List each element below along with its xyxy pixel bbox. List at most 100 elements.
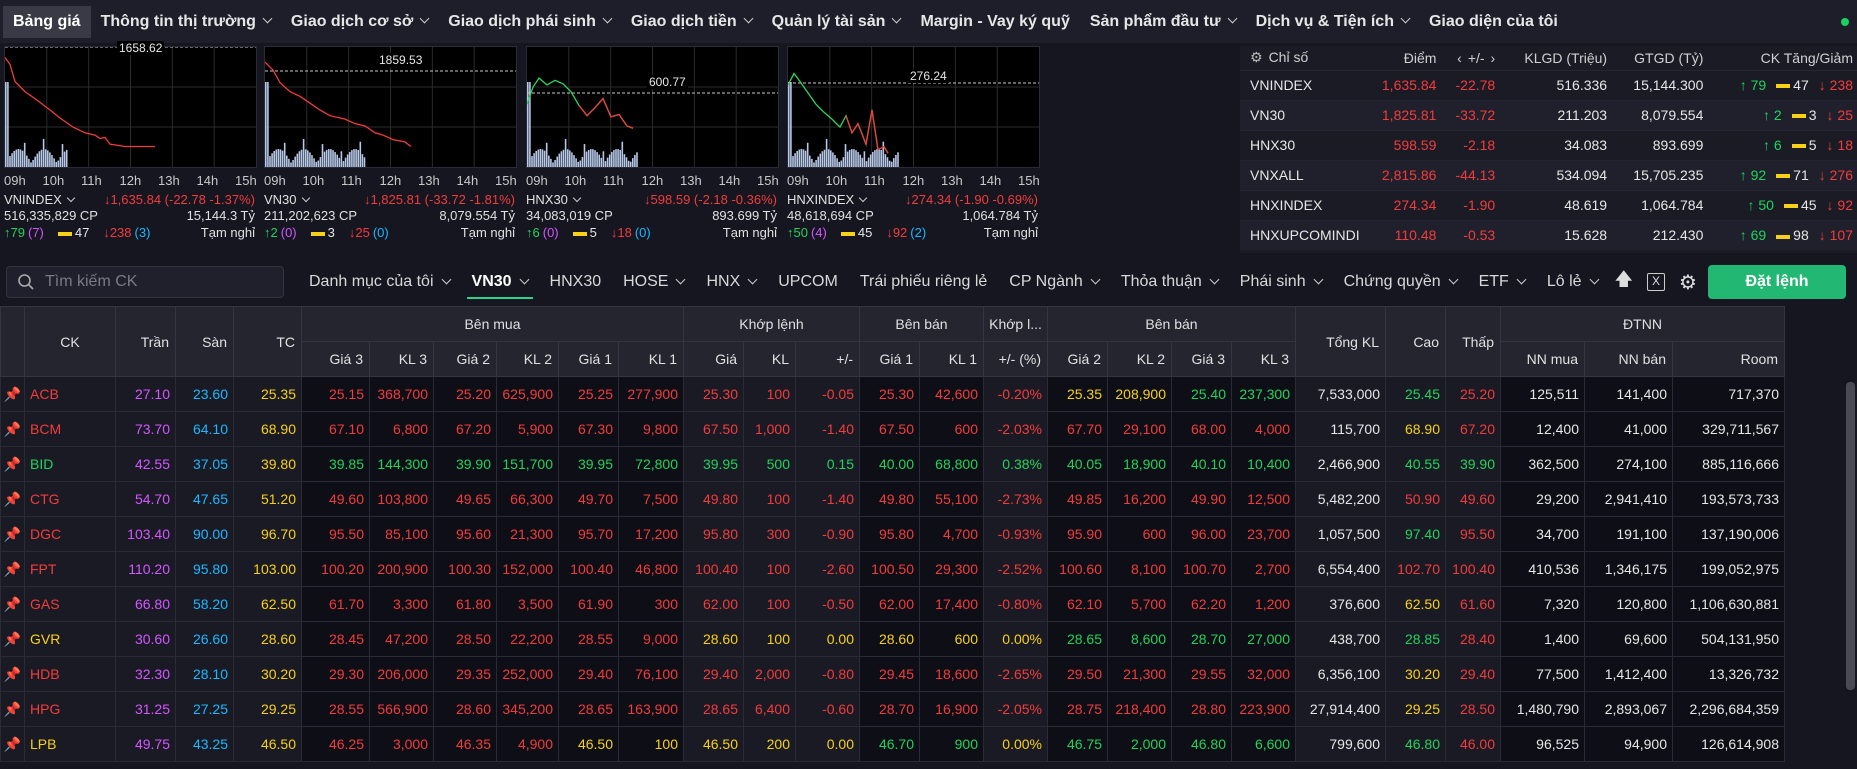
pin-icon[interactable]: 📌 xyxy=(0,726,25,762)
header-ceil[interactable]: Trần xyxy=(115,306,176,377)
sub-header[interactable]: Giá 2 xyxy=(433,341,497,377)
col-index-name[interactable]: ⚙ Chỉ số xyxy=(1250,49,1309,66)
index-row[interactable]: VN30 1,825.81 -33.72 211.203 8,079.554 ↑ 2 3 ↓ … xyxy=(1240,99,1857,130)
index-name[interactable]: VN30 xyxy=(264,192,310,207)
nav-item-9[interactable]: Giao diện của tôi xyxy=(1419,6,1568,38)
index-row[interactable]: VNINDEX 1,635.84 -22.78 516.336 15,144.300 ↑ … xyxy=(1240,69,1857,100)
tab-chứng-quyền[interactable]: Chứng quyền xyxy=(1333,257,1468,307)
search-box[interactable] xyxy=(6,266,284,298)
mini-chart-hnx30[interactable]: 600.77 09h 10h 11h 12h 13h 14h 15h HNX30 ↓598.59 … xyxy=(526,46,779,253)
index-row[interactable]: HNXINDEX 274.34 -1.90 48.619 1,064.784 ↑ 50 45… xyxy=(1240,189,1857,220)
tab-phái-sinh[interactable]: Phái sinh xyxy=(1229,257,1333,307)
nav-item-3[interactable]: Giao dịch phái sinh xyxy=(438,6,621,38)
vertical-scrollbar[interactable] xyxy=(1846,382,1855,690)
nav-item-0[interactable]: Bảng giá xyxy=(3,5,91,38)
sub-header[interactable]: Giá 1 xyxy=(558,341,619,377)
sub-header[interactable]: KL 1 xyxy=(919,341,984,377)
header-high[interactable]: Cao xyxy=(1385,306,1446,377)
cell-sym[interactable]: BID xyxy=(24,446,116,482)
nav-item-4[interactable]: Giao dịch tiền xyxy=(621,6,762,38)
header-total-volume[interactable]: Tổng KL xyxy=(1295,306,1386,377)
nav-item-6[interactable]: Margin - Vay ký quỹ xyxy=(910,6,1079,38)
excel-export-icon[interactable]: X xyxy=(1647,273,1666,291)
mini-chart-vn30[interactable]: 1859.53 09h 10h 11h 12h 13h 14h 15h VN30 ↓1,825.8… xyxy=(264,46,517,253)
board-row-fpt[interactable]: 📌 FPT 110.20 95.80 103.00 100.20 200,900 100.30… xyxy=(0,551,1785,587)
board-row-acb[interactable]: 📌 ACB 27.10 23.60 25.35 25.15 368,700 25.20 625,… xyxy=(0,376,1785,412)
cell-sym[interactable]: ACB xyxy=(24,376,116,412)
header-low[interactable]: Thấp xyxy=(1445,306,1501,377)
board-row-gvr[interactable]: 📌 GVR 30.60 26.60 28.60 28.45 47,200 28.50 22,20… xyxy=(0,621,1785,657)
tab-hose[interactable]: HOSE xyxy=(612,257,695,307)
cell-sym[interactable]: HPG xyxy=(24,691,116,727)
nav-item-7[interactable]: Sản phẩm đầu tư xyxy=(1080,6,1246,38)
board-row-bid[interactable]: 📌 BID 42.55 37.05 39.80 39.85 144,300 39.90 151,… xyxy=(0,446,1785,482)
cell-sym[interactable]: FPT xyxy=(24,551,116,587)
nav-item-1[interactable]: Thông tin thị trường xyxy=(91,6,281,38)
board-row-lpb[interactable]: 📌 LPB 49.75 43.25 46.50 46.25 3,000 46.35 4,900 4… xyxy=(0,726,1785,762)
pin-icon[interactable]: 📌 xyxy=(0,551,25,587)
cell-sym[interactable]: HDB xyxy=(24,656,116,692)
tab-trái-phiếu-riêng-lẻ[interactable]: Trái phiếu riêng lẻ xyxy=(849,257,998,307)
sub-header[interactable]: +/- (%) xyxy=(983,341,1048,377)
sub-header[interactable]: Giá 3 xyxy=(301,341,370,377)
pin-icon[interactable]: 📌 xyxy=(0,481,25,517)
cell-sym[interactable]: GVR xyxy=(24,621,116,657)
sub-header[interactable]: Giá 3 xyxy=(1171,341,1232,377)
nav-item-5[interactable]: Quản lý tài sản xyxy=(762,6,911,38)
sub-header[interactable]: +/- xyxy=(795,341,860,377)
tab-lô-lẻ[interactable]: Lô lẻ xyxy=(1536,257,1609,307)
board-row-dgc[interactable]: 📌 DGC 103.40 90.00 96.70 95.50 85,100 95.60 21,3… xyxy=(0,516,1785,552)
sub-header[interactable]: Giá xyxy=(683,341,744,377)
sub-header[interactable]: NN bán xyxy=(1584,341,1673,377)
cell-sym[interactable]: LPB xyxy=(24,726,116,762)
sub-header[interactable]: KL xyxy=(743,341,796,377)
header-ref[interactable]: TC xyxy=(233,306,302,377)
tab-etf[interactable]: ETF xyxy=(1468,257,1536,307)
tab-hnx30[interactable]: HNX30 xyxy=(539,257,613,307)
board-row-hpg[interactable]: 📌 HPG 31.25 27.25 29.25 28.55 566,900 28.60 345,… xyxy=(0,691,1785,727)
sub-header[interactable]: KL 3 xyxy=(369,341,434,377)
mini-chart-vnindex[interactable]: 1658.62 09h 10h 11h 12h 13h 14h 15h VNINDEX ↓1,63… xyxy=(4,41,257,253)
sub-header[interactable]: Giá 2 xyxy=(1047,341,1108,377)
sub-header[interactable]: KL 1 xyxy=(618,341,684,377)
pin-icon[interactable]: 📌 xyxy=(0,621,25,657)
chevron-left-icon[interactable]: ‹ xyxy=(1457,49,1462,66)
pin-icon[interactable]: 📌 xyxy=(0,411,25,447)
gear-icon[interactable]: ⚙ xyxy=(1250,49,1263,66)
index-name[interactable]: VNINDEX xyxy=(4,192,76,207)
sub-header[interactable]: Giá 1 xyxy=(859,341,920,377)
tab-upcom[interactable]: UPCOM xyxy=(767,257,849,307)
index-row[interactable]: VNXALL 2,815.86 -44.13 534.094 15,705.235 ↑ 9… xyxy=(1240,159,1857,190)
pin-icon[interactable]: 📌 xyxy=(0,376,25,412)
tab-danh-mục-của-tôi[interactable]: Danh mục của tôi xyxy=(298,257,461,307)
mini-chart-hnxindex[interactable]: 276.24 09h 10h 11h 12h 13h 14h 15h HNXINDEX ↓274.… xyxy=(787,46,1040,253)
cell-sym[interactable]: CTG xyxy=(24,481,116,517)
arrow-up-icon[interactable]: 🡅 xyxy=(1614,269,1634,289)
cell-sym[interactable]: BCM xyxy=(24,411,116,447)
index-row[interactable]: HNXUPCOMINDI 110.48 -0.53 15.628 212.430 ↑ 69… xyxy=(1240,219,1857,250)
sub-header[interactable]: NN mua xyxy=(1500,341,1585,377)
pin-icon[interactable]: 📌 xyxy=(0,586,25,622)
nav-item-8[interactable]: Dịch vụ & Tiện ích xyxy=(1246,6,1419,38)
index-name[interactable]: HNXINDEX xyxy=(787,192,868,207)
pin-icon[interactable]: 📌 xyxy=(0,446,25,482)
cell-sym[interactable]: GAS xyxy=(24,586,116,622)
pin-icon[interactable]: 📌 xyxy=(0,516,25,552)
search-input[interactable] xyxy=(45,273,265,291)
tab-hnx[interactable]: HNX xyxy=(695,257,767,307)
tab-thỏa-thuận[interactable]: Thỏa thuận xyxy=(1110,257,1229,307)
tab-vn30[interactable]: VN30 xyxy=(461,257,539,307)
settings-gear-icon[interactable]: ⚙ xyxy=(1679,271,1697,294)
cell-sym[interactable]: DGC xyxy=(24,516,116,552)
chevron-right-icon[interactable]: › xyxy=(1490,49,1496,66)
header-floor[interactable]: Sàn xyxy=(175,306,234,377)
col-change[interactable]: ‹ +/- › xyxy=(1457,49,1496,66)
board-row-bcm[interactable]: 📌 BCM 73.70 64.10 68.90 67.10 6,800 67.20 5,900 6… xyxy=(0,411,1785,447)
sub-header[interactable]: KL 2 xyxy=(1107,341,1172,377)
place-order-button[interactable]: Đặt lệnh xyxy=(1708,265,1846,299)
sub-header[interactable]: KL 3 xyxy=(1231,341,1296,377)
index-name[interactable]: HNX30 xyxy=(526,192,582,207)
board-row-ctg[interactable]: 📌 CTG 54.70 47.65 51.20 49.60 103,800 49.65 66,3… xyxy=(0,481,1785,517)
header-ck[interactable]: CK xyxy=(24,306,116,377)
board-row-gas[interactable]: 📌 GAS 66.80 58.20 62.50 61.70 3,300 61.80 3,500 6… xyxy=(0,586,1785,622)
